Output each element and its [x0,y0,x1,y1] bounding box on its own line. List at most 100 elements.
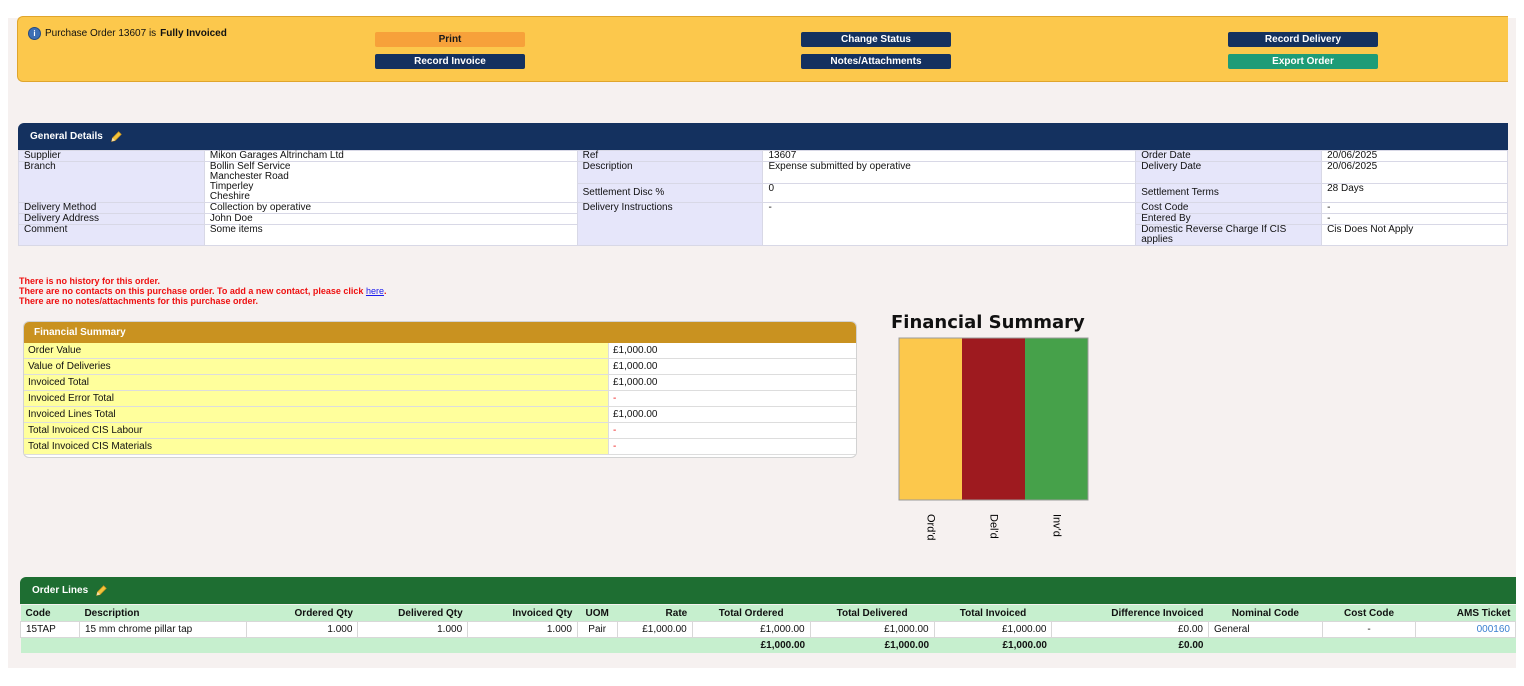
settlement-disc-label: Settlement Disc % [576,182,764,204]
record-invoice-button[interactable]: Record Invoice [375,54,525,69]
financial-summary-table: Order Value £1,000.00 Value of Deliveries £… [24,343,856,455]
delivery-address-value: John Doe [203,213,578,225]
financial-row-value: £1,000.00 [608,358,856,375]
financial-summary-chart: Ord'd Del'd Inv'd [898,337,1089,541]
no-contacts-message: There are no contacts on this purchase o… [19,286,387,296]
order-date-label: Order Date [1135,150,1323,162]
financial-row-label: Total Invoiced CIS Materials [24,438,609,455]
delivery-method-value: Collection by operative [203,202,578,214]
financial-row-value: - [608,438,856,455]
column-header[interactable]: AMS Ticket [1415,605,1516,622]
general-details-table: Supplier Mikon Garages Altrincham Ltd Re… [18,150,1508,246]
table-cell: £0.00 [1051,621,1209,638]
total-cell [577,637,618,653]
delivery-instructions-label: Delivery Instructions [576,202,764,246]
order-date-value: 20/06/2025 [1321,150,1508,162]
financial-row-value: £1,000.00 [608,374,856,391]
table-cell: 15TAP [20,621,80,638]
delivery-date-label: Delivery Date [1135,161,1323,184]
order-messages: There is no history for this order. Ther… [19,276,386,306]
status-state: Fully Invoiced [160,28,227,39]
ref-value: 13607 [762,150,1137,162]
column-header[interactable]: Difference Invoiced [1051,605,1209,622]
column-header[interactable]: Code [20,605,80,622]
no-contacts-text: There are no contacts on this purchase o… [19,286,364,296]
total-cell [20,637,80,653]
no-notes-message: There are no notes/attachments for this … [19,296,259,306]
table-cell: Pair [576,621,618,638]
column-header[interactable]: Cost Code [1322,605,1416,622]
financial-row-label: Total Invoiced CIS Labour [24,422,609,439]
financial-summary-header: Financial Summary [24,322,856,343]
column-header[interactable]: UOM [577,605,618,622]
drc-label: Domestic Reverse Charge If CIS applies [1135,224,1323,246]
table-cell: 1.000 [467,621,578,638]
financial-row: Order Value £1,000.00 [24,343,856,359]
branch-value: Bollin Self Service Manchester Road Timp… [203,161,578,203]
supplier-label: Supplier [18,150,205,162]
table-row: 15TAP 15 mm chrome pillar tap 1.000 1.000 1.… [20,621,1516,638]
total-cell [79,637,247,653]
chart-bar [899,338,962,500]
table-cell: 15 mm chrome pillar tap [78,621,247,638]
branch-line: Cheshire [209,191,250,202]
column-header[interactable]: Total Ordered [692,605,811,622]
notes-attachments-button[interactable]: Notes/Attachments [801,54,951,69]
drc-value: Cis Does Not Apply [1321,224,1508,246]
branch-line: Timperley [209,181,254,192]
record-delivery-button[interactable]: Record Delivery [1228,32,1378,47]
ams-ticket-link[interactable]: 000160 [1415,621,1516,638]
total-cell [1415,637,1516,653]
financial-row-value: - [608,422,856,439]
edit-pencil-icon[interactable] [109,130,123,144]
delivery-date-value: 20/06/2025 [1321,161,1508,184]
settlement-disc-value: 0 [762,182,1137,204]
table-cell: - [1321,621,1417,638]
delivery-instructions-value: - [762,202,1137,246]
info-icon: i [28,27,41,40]
description-label: Description [576,161,764,184]
export-order-button[interactable]: Export Order [1228,54,1378,69]
table-cell: £1,000.00 [691,621,811,638]
column-header[interactable]: Delivered Qty [357,605,468,622]
entered-by-value: - [1321,213,1508,225]
chart-tick-label: Del'd [988,514,1000,539]
chart-tick-label: Inv'd [1051,514,1063,537]
total-cell: £0.00 [1051,637,1209,653]
total-cell [1322,637,1416,653]
chart-plot-frame [898,337,1089,501]
branch-label: Branch [18,161,205,203]
order-status-bar: i Purchase Order 13607 is Fully Invoiced… [17,16,1508,82]
table-cell: £1,000.00 [933,621,1053,638]
total-cell: £1,000.00 [810,637,935,653]
no-history-message: There is no history for this order. [19,276,161,286]
change-status-button[interactable]: Change Status [801,32,951,47]
chart-bar [1025,338,1088,500]
cost-code-value: - [1321,202,1508,214]
add-contact-link[interactable]: here [365,286,384,296]
table-cell: £1,000.00 [616,621,693,638]
column-header[interactable]: Description [79,605,247,622]
column-header[interactable]: Total Delivered [810,605,935,622]
chart-tick-label: Ord'd [925,514,937,541]
totals-row: £1,000.00 £1,000.00 £1,000.00 £0.00 [20,637,1516,653]
cost-code-label: Cost Code [1135,202,1323,214]
financial-row-label: Value of Deliveries [24,358,609,375]
order-lines-header-row: Code Description Ordered Qty Delivered Qty I… [20,605,1516,622]
print-button[interactable]: Print [375,32,525,47]
column-header[interactable]: Ordered Qty [246,605,358,622]
column-header[interactable]: Rate [617,605,693,622]
table-cell: 1.000 [357,621,469,638]
column-header[interactable]: Invoiced Qty [467,605,578,622]
comment-value: Some items [203,224,578,246]
delivery-method-label: Delivery Method [18,202,205,214]
financial-row-label: Order Value [24,343,609,359]
edit-pencil-icon[interactable] [94,584,108,598]
column-header[interactable]: Total Invoiced [934,605,1052,622]
column-header[interactable]: Nominal Code [1208,605,1323,622]
table-cell: 1.000 [245,621,359,638]
settlement-terms-label: Settlement Terms [1135,182,1323,204]
order-lines-title: Order Lines [32,585,89,596]
financial-row: Total Invoiced CIS Materials - [24,438,856,455]
settlement-terms-value: 28 Days [1321,182,1508,204]
